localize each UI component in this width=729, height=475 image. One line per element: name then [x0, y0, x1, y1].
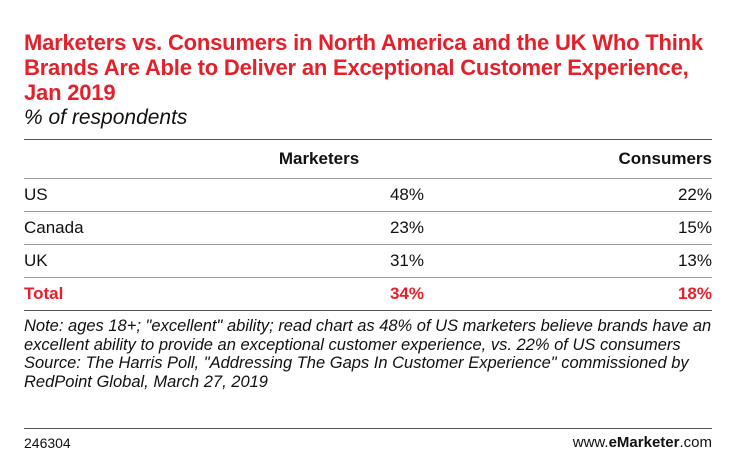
- column-header-consumers: Consumers: [618, 149, 712, 168]
- brand-prefix: www.: [572, 434, 609, 451]
- brand-name: eMarketer: [608, 434, 680, 451]
- data-table: Marketers Consumers US 48% 22% Canada 23…: [24, 139, 712, 311]
- cell-marketers: 31%: [389, 251, 424, 270]
- chart-title: Marketers vs. Consumers in North America…: [24, 30, 703, 105]
- cell-consumers: 15%: [677, 218, 712, 237]
- cell-consumers: 13%: [677, 251, 712, 270]
- brand-link[interactable]: www.eMarketer.com: [573, 434, 712, 451]
- row-label: UK: [24, 251, 48, 270]
- chart-container: Marketers vs. Consumers in North America…: [24, 30, 712, 391]
- chart-id: 246304: [24, 435, 71, 451]
- row-label: Canada: [24, 218, 84, 237]
- cell-marketers: 48%: [389, 185, 424, 204]
- total-consumers: 18%: [677, 284, 712, 303]
- table-row-us: US 48% 22%: [24, 178, 712, 212]
- chart-subtitle: % of respondents: [24, 106, 188, 129]
- brand-suffix: .com: [679, 434, 712, 451]
- note-text: Note: ages 18+; "excellent" ability; rea…: [24, 317, 712, 354]
- row-label: US: [24, 185, 48, 204]
- cell-marketers: 23%: [389, 218, 424, 237]
- cell-consumers: 22%: [677, 185, 712, 204]
- chart-footer: 246304 www.eMarketer.com: [24, 428, 712, 451]
- table-header-row: Marketers Consumers: [24, 139, 712, 179]
- table-row-uk: UK 31% 13%: [24, 244, 712, 278]
- total-marketers: 34%: [389, 284, 424, 303]
- column-header-label: [24, 140, 214, 179]
- total-label: Total: [24, 284, 64, 303]
- chart-note: Note: ages 18+; "excellent" ability; rea…: [24, 317, 712, 391]
- table-row-total: Total 34% 18%: [24, 277, 712, 311]
- table-row-canada: Canada 23% 15%: [24, 211, 712, 245]
- column-header-marketers: Marketers: [278, 149, 360, 168]
- source-text: Source: The Harris Poll, "Addressing The…: [24, 354, 689, 391]
